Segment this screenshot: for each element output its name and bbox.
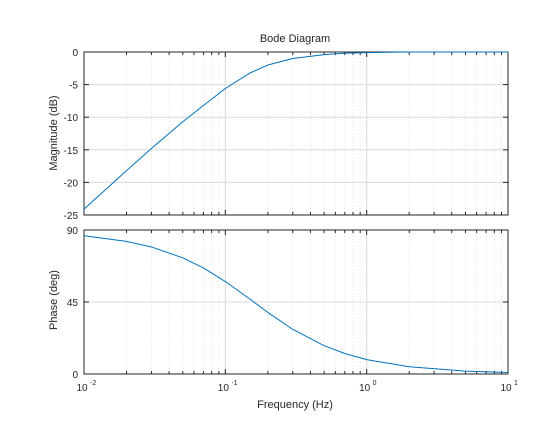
magnitude-y-tick-label: 0 — [72, 48, 78, 59]
magnitude-plot-area — [84, 52, 508, 215]
magnitude-series-line — [83, 51, 508, 210]
phase-series-line — [83, 235, 509, 374]
phase-y-tick-label: 0 — [72, 370, 78, 381]
magnitude-panel: 0 -5 -10 -15 -20 -25 — [64, 48, 509, 222]
magnitude-y-tick-label: -20 — [64, 178, 79, 189]
phase-y-label: Phase (deg) — [48, 270, 60, 330]
x-axis-label: Frequency (Hz) — [257, 399, 333, 411]
phase-y-tick-label: 90 — [67, 226, 79, 237]
x-tick-label-exponent: -2 — [90, 380, 96, 387]
magnitude-y-tick-label: -10 — [64, 113, 79, 124]
x-tick-label: 10 — [359, 383, 371, 394]
magnitude-y-tick-label: -5 — [69, 81, 78, 92]
x-tick-label-exponent: -1 — [231, 380, 237, 387]
x-tick-label: 10 — [76, 383, 88, 394]
magnitude-y-tick-label: -25 — [64, 211, 79, 222]
magnitude-y-label: Magnitude (dB) — [48, 95, 60, 170]
x-tick-label: 10 — [500, 383, 512, 394]
x-tick-label: 10 — [218, 383, 230, 394]
x-tick-label-exponent: 0 — [373, 380, 377, 387]
magnitude-y-tick-label: -15 — [64, 146, 79, 157]
phase-y-tick-label: 45 — [67, 298, 79, 309]
magnitude-axes-frame — [83, 51, 509, 216]
chart-title: Bode Diagram — [260, 33, 330, 45]
x-tick-label-exponent: 1 — [514, 380, 518, 387]
